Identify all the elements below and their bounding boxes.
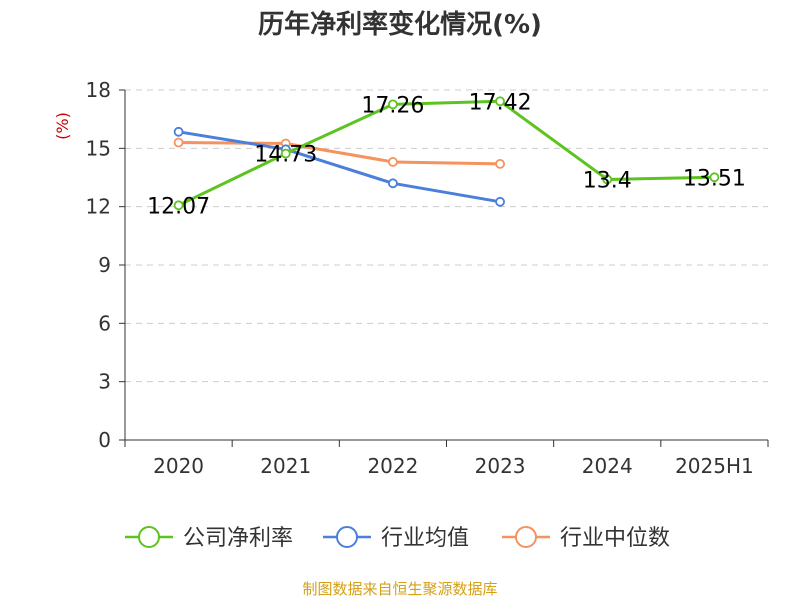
y-axis-label: (%) [53,112,72,140]
x-tick-label: 2025H1 [675,454,754,478]
legend-label: 行业中位数 [560,526,670,551]
data-point [495,96,505,107]
x-tick-label: 2022 [367,454,418,478]
legend-label: 公司净利率 [183,526,293,551]
data-point [602,174,613,185]
data-point [173,137,184,148]
legend-marker [138,526,160,548]
legend-marker [336,526,358,548]
series-line [178,130,501,204]
data-label: 13.4 [583,168,632,193]
data-label: 17.26 [361,93,424,118]
data-point [173,126,184,137]
series-line [177,99,715,207]
chart-title: 历年净利率变化情况(%) [258,10,542,40]
series-line [178,141,501,166]
source-note: 制图数据来自恒生聚源数据库 [302,580,498,598]
data-point [280,148,291,159]
data-label: 14.73 [254,143,317,168]
data-labels: 12.07 14.73 17.26 17.42 13.4 13.51 [147,90,746,219]
y-tick-label: 15 [86,136,111,160]
series-layer [173,96,720,211]
data-point [495,196,505,207]
data-point [709,172,720,183]
x-tick-label: 2023 [475,454,526,478]
y-tick-label: 18 [86,78,111,102]
y-tick-label: 12 [86,195,111,219]
data-point [388,178,398,189]
x-tick-label: 2020 [153,454,204,478]
legend-item[interactable]: 公司净利率 [125,526,293,551]
data-point [388,157,398,167]
y-tick-label: 9 [98,253,111,277]
y-tick-label: 0 [98,428,111,452]
data-label: 12.07 [147,194,210,219]
y-tick-label: 3 [98,370,111,394]
y-tick-label: 6 [98,311,111,335]
data-label: 17.42 [469,90,532,115]
legend[interactable]: 公司净利率 行业均值 行业中位数 [125,526,670,551]
legend-item[interactable]: 行业中位数 [502,526,670,551]
data-label: 13.51 [683,166,746,191]
legend-label: 行业均值 [381,526,469,551]
data-point [388,99,398,110]
data-point [173,200,184,211]
legend-marker [515,526,537,548]
axes: 0 3 6 9 12 15 18 2020 2021 2022 2023 2024 2025H1 [86,78,769,478]
grid-lines [125,89,768,383]
x-tick-label: 2024 [582,454,633,478]
data-point [495,158,505,169]
x-tick-label: 2021 [260,454,311,478]
legend-item[interactable]: 行业均值 [323,526,469,551]
